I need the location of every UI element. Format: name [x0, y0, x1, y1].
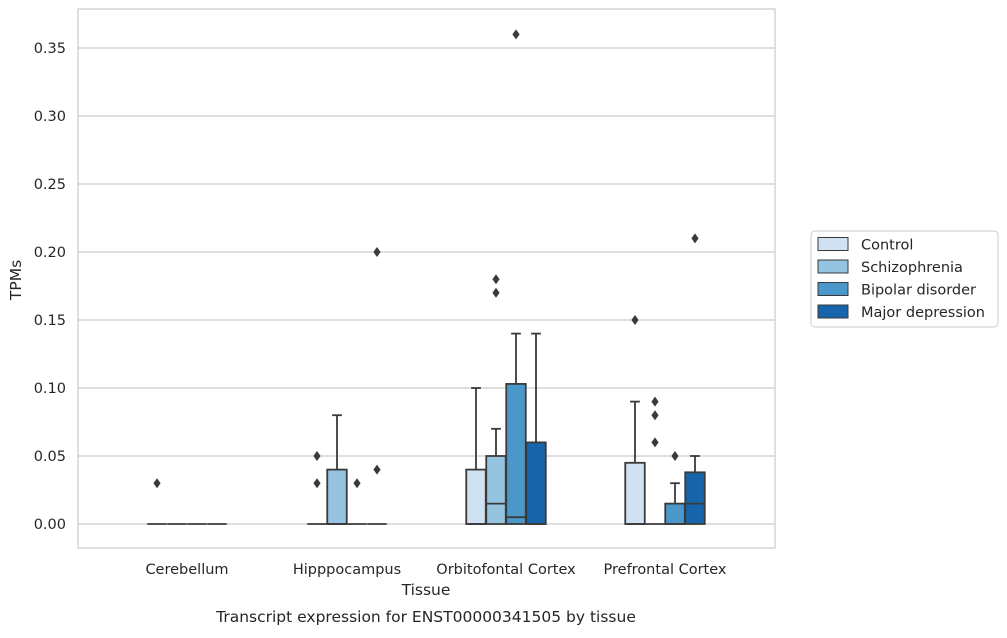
- legend-frame: [810, 230, 999, 328]
- outlier-point: [313, 478, 321, 489]
- box: [326, 414, 348, 525]
- outlier-point: [651, 437, 659, 448]
- box-body: [684, 471, 706, 525]
- box: [347, 478, 367, 525]
- box-body: [664, 502, 686, 525]
- outlier-point: [153, 478, 161, 489]
- outlier-point: [651, 396, 659, 407]
- y-tick-label: 0.15: [34, 313, 66, 329]
- series-major-depression: [207, 233, 706, 525]
- box: [505, 29, 527, 525]
- box-body: [525, 441, 547, 525]
- outlier-point: [691, 233, 699, 244]
- y-tick-label: 0.25: [34, 177, 66, 193]
- y-tick-label: 0.05: [34, 449, 66, 465]
- box-body: [505, 383, 527, 525]
- box-body: [326, 468, 348, 525]
- box: [645, 396, 665, 525]
- x-tick-labels: Cerebellum Hipppocampus Orbitofontal Corte…: [145, 562, 726, 578]
- legend-swatch: [817, 259, 849, 274]
- figure-caption: Transcript expression for ENST0000034150…: [215, 608, 636, 626]
- box: [664, 451, 686, 525]
- box: [465, 387, 487, 525]
- box: [367, 247, 387, 525]
- box: [485, 274, 507, 525]
- box-body: [465, 468, 487, 525]
- x-axis-label: Tissue: [401, 581, 451, 599]
- x-tick-label: Orbitofontal Cortex: [436, 562, 576, 578]
- legend-swatch: [817, 304, 849, 319]
- box: [525, 332, 547, 525]
- box-body: [624, 461, 646, 525]
- box: [624, 315, 646, 525]
- y-tick-label: 0.00: [34, 517, 66, 533]
- y-axis-label: TPMs: [7, 260, 25, 301]
- legend-swatch: [817, 282, 849, 296]
- y-tick-label: 0.30: [34, 109, 66, 125]
- y-tick-label: 0.10: [34, 381, 66, 397]
- outlier-point: [373, 464, 381, 475]
- y-tick-label: 0.20: [34, 245, 66, 261]
- x-tick-label: Cerebellum: [145, 562, 228, 578]
- outlier-point: [313, 451, 321, 461]
- x-tick-label: Prefrontal Cortex: [604, 562, 727, 578]
- legend-label: Schizophrenia: [861, 260, 963, 276]
- outlier-point: [353, 478, 361, 489]
- y-tick-labels: 0.00 0.05 0.10 0.15 0.20 0.25 0.30 0.35: [34, 41, 66, 533]
- box: [684, 233, 706, 525]
- legend-label: Control: [861, 238, 913, 254]
- legend: Control Schizophrenia Bipolar disorder Majo…: [810, 230, 999, 328]
- series-bipolar-disorder: [187, 29, 686, 525]
- outlier-point: [492, 287, 500, 298]
- box: [307, 451, 327, 525]
- outlier-point: [631, 315, 639, 325]
- outlier-point: [492, 274, 500, 285]
- box-body: [485, 455, 507, 525]
- outlier-point: [671, 451, 679, 461]
- series-schizophrenia: [167, 274, 665, 525]
- gridlines: [78, 47, 775, 525]
- y-tick-label: 0.35: [34, 41, 66, 57]
- outlier-point: [512, 29, 520, 40]
- outlier-point: [373, 247, 381, 257]
- box-series: [147, 29, 706, 525]
- series-control: [147, 315, 646, 525]
- legend-label: Bipolar disorder: [861, 283, 976, 299]
- x-tick-label: Hipppocampus: [293, 562, 401, 578]
- plot-frame: [77, 8, 776, 549]
- legend-swatch: [817, 237, 849, 251]
- legend-label: Major depression: [861, 305, 985, 321]
- outlier-point: [651, 410, 659, 421]
- box: [147, 478, 167, 525]
